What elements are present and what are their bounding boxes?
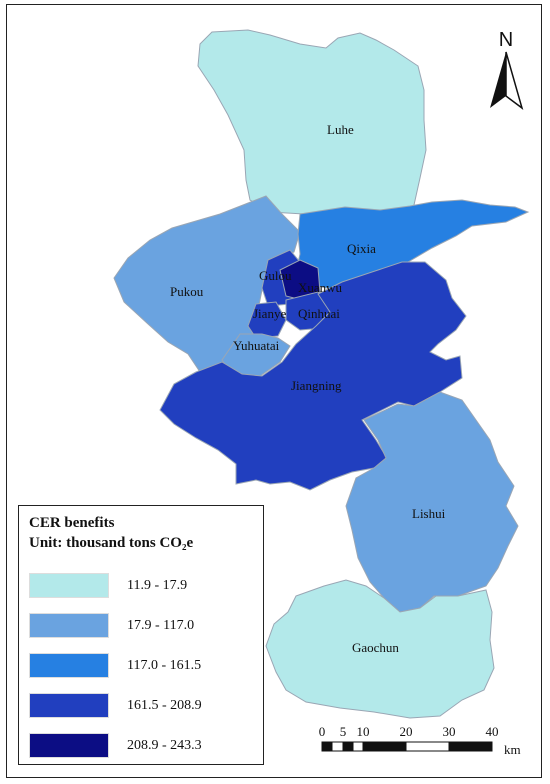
district-lishui[interactable] [345,391,519,613]
district-xuanwu[interactable] [279,259,321,301]
legend-range-3: 117.0 - 161.5 [127,658,202,673]
district-gaochun[interactable] [265,579,495,719]
label-qixia: Qixia [347,241,376,256]
label-xuanwu: Xuanwu [298,280,343,295]
scale-tick-5: 5 [340,724,347,739]
north-arrow-right-half [505,51,524,110]
label-pukou: Pukou [170,284,204,299]
scale-tick-30: 30 [443,724,456,739]
label-jiangning: Jiangning [291,378,342,393]
scale-tick-20: 20 [400,724,413,739]
label-qinhuai: Qinhuai [298,306,340,321]
legend-range-5: 208.9 - 243.3 [127,738,202,753]
scale-unit: km [504,742,521,757]
label-lishui: Lishui [412,506,446,521]
district-jianye[interactable] [247,301,287,339]
label-gulou: Gulou [259,268,292,283]
north-arrow: N [490,29,524,110]
legend-range-2: 17.9 - 117.0 [127,618,195,633]
scale-tick-0: 0 [319,724,326,739]
label-luhe: Luhe [327,122,354,137]
legend-title: CER benefits [29,515,115,531]
scale-bar: 0 5 10 20 30 40 km [319,724,521,757]
legend-swatch-4 [29,693,109,718]
scale-segments [321,741,493,752]
legend-swatch-5 [29,733,109,758]
label-jianye: Jianye [253,306,286,321]
legend-unit: Unit: thousand tons CO₂e [29,535,194,551]
north-arrow-left-half [490,52,506,108]
district-jiangning[interactable] [159,261,467,491]
legend-swatch-3 [29,653,109,678]
legend-range-4: 161.5 - 208.9 [127,698,202,713]
legend-swatch-2 [29,613,109,638]
legend-swatch-1 [29,573,109,598]
legend-range-1: 11.9 - 17.9 [127,578,188,593]
scale-tick-10: 10 [357,724,370,739]
scale-tick-40: 40 [486,724,499,739]
legend: CER benefits Unit: thousand tons CO₂e 11… [18,505,264,765]
district-luhe[interactable] [197,29,427,215]
label-yuhuatai: Yuhuatai [233,338,280,353]
north-label: N [499,29,513,51]
label-gaochun: Gaochun [352,640,399,655]
